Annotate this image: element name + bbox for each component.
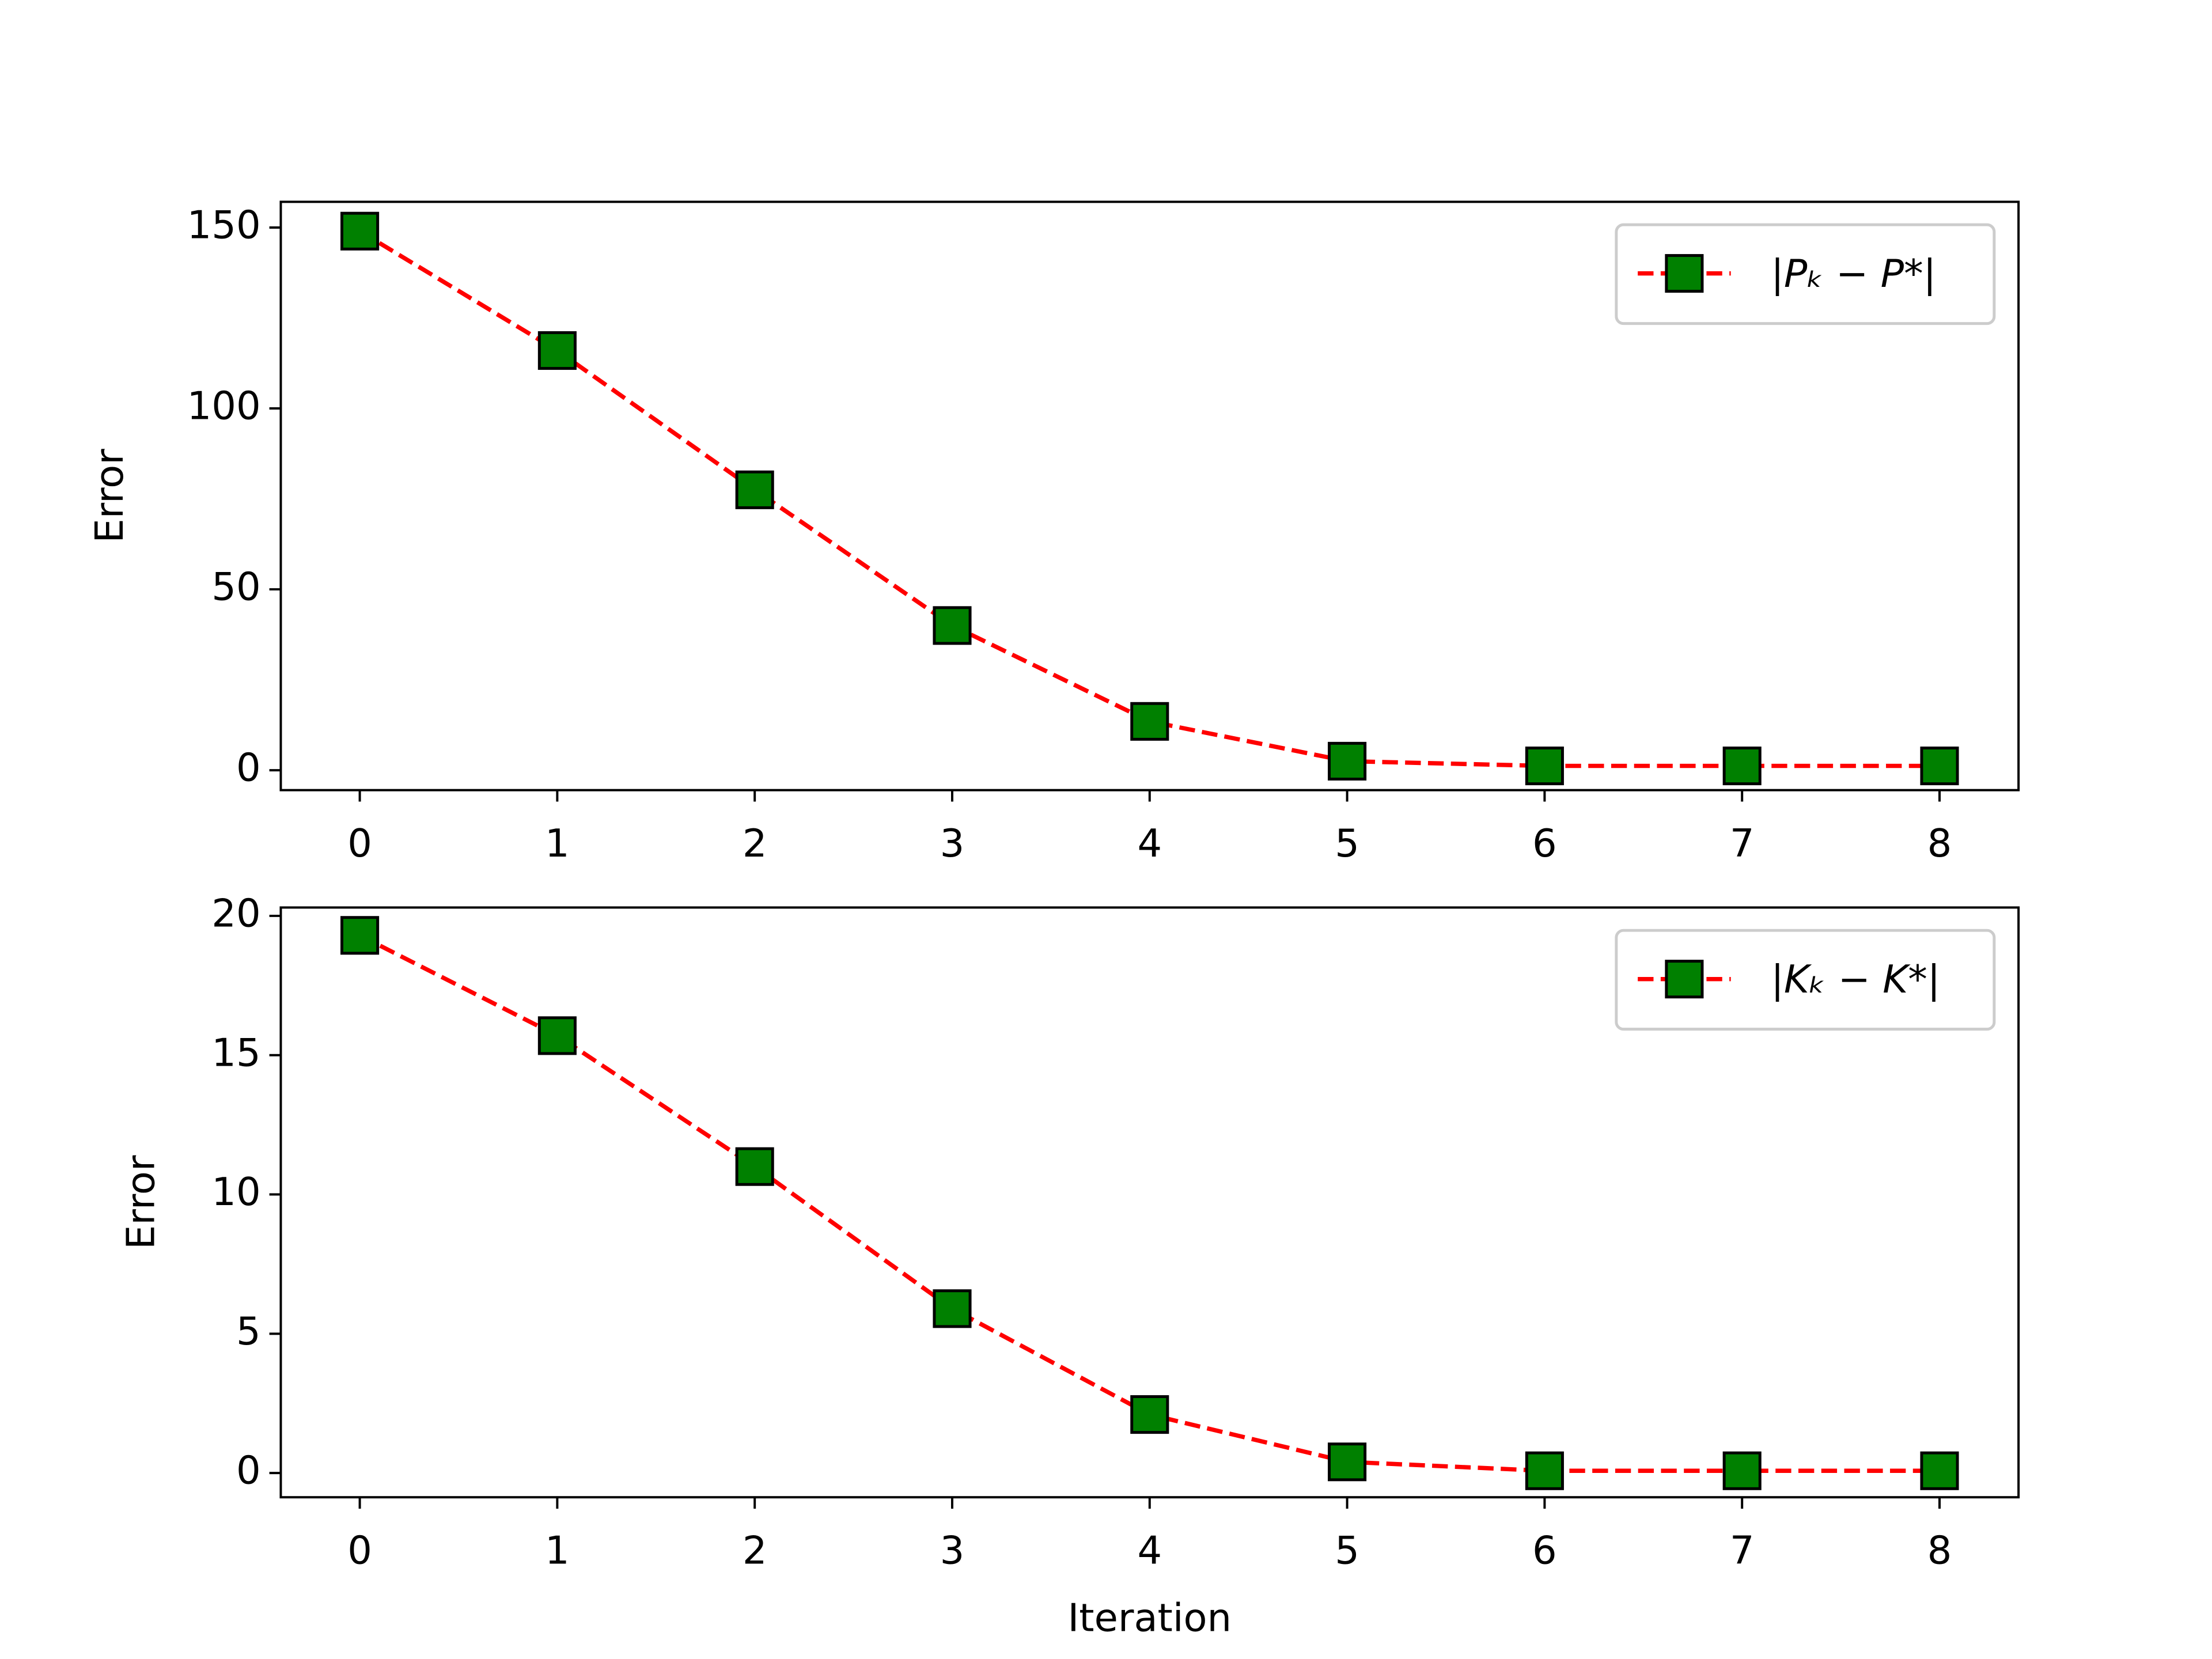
x-axis-label: Iteration	[1068, 1595, 1232, 1640]
data-marker	[340, 916, 380, 955]
x-tick-label: 4	[1137, 1528, 1162, 1573]
data-marker	[735, 1147, 774, 1186]
legend-marker	[1665, 960, 1704, 999]
y-tick-label: 5	[236, 1309, 261, 1354]
x-tick-label: 8	[1927, 1528, 1952, 1573]
data-marker	[1328, 1442, 1367, 1482]
x-tick-label: 1	[545, 1528, 570, 1573]
legend-marker	[1665, 254, 1704, 293]
y-tick-label: 150	[187, 203, 261, 248]
y-tick-label: 100	[187, 384, 261, 429]
data-marker	[340, 211, 380, 251]
y-tick-label: 20	[211, 891, 260, 935]
y-tick-label: 0	[236, 1448, 261, 1493]
data-marker	[1920, 747, 1959, 786]
data-marker	[1130, 702, 1169, 741]
data-marker	[537, 331, 577, 370]
x-tick-label: 0	[347, 821, 372, 866]
y-tick-label: 50	[211, 565, 260, 609]
x-tick-label: 4	[1137, 821, 1162, 866]
legend: |Kₖ − K*|	[1615, 929, 1996, 1031]
x-tick-label: 7	[1730, 821, 1755, 866]
y-tick-label: 0	[236, 745, 261, 790]
data-marker	[1920, 1451, 1959, 1490]
data-marker	[1525, 1451, 1564, 1490]
plot-frame	[279, 200, 2020, 791]
legend-box	[1615, 929, 1996, 1031]
x-tick-label: 2	[743, 1528, 767, 1573]
x-tick-label: 1	[545, 821, 570, 866]
legend-label: |Pₖ − P*|	[1771, 251, 1936, 296]
y-axis-label: Error	[118, 1155, 163, 1249]
legend-box	[1615, 223, 1996, 325]
data-marker	[1525, 747, 1564, 786]
data-marker	[735, 470, 774, 509]
data-marker	[537, 1016, 577, 1055]
x-tick-label: 6	[1532, 1528, 1557, 1573]
data-marker	[1722, 747, 1762, 786]
legend-label: |Kₖ − K*|	[1771, 957, 1940, 1002]
data-marker	[1722, 1451, 1762, 1490]
x-tick-label: 2	[743, 821, 767, 866]
x-tick-label: 7	[1730, 1528, 1755, 1573]
y-tick-label: 15	[211, 1030, 260, 1075]
x-tick-label: 6	[1532, 821, 1557, 866]
x-tick-label: 5	[1335, 1528, 1359, 1573]
legend: |Pₖ − P*|	[1615, 223, 1996, 325]
data-marker	[933, 606, 972, 645]
x-tick-label: 8	[1927, 821, 1952, 866]
x-tick-label: 3	[940, 821, 965, 866]
plot-frame	[279, 906, 2020, 1499]
y-tick-label: 10	[211, 1169, 260, 1214]
x-tick-label: 0	[347, 1528, 372, 1573]
x-tick-label: 3	[940, 1528, 965, 1573]
x-tick-label: 5	[1335, 821, 1359, 866]
data-marker	[1130, 1395, 1169, 1434]
data-marker	[1328, 741, 1367, 781]
data-marker	[933, 1289, 972, 1328]
y-axis-label: Error	[87, 449, 132, 543]
